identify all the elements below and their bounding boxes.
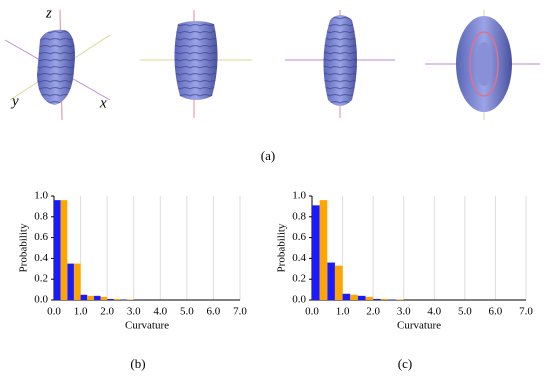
y-tick-label: 0.4 [34, 252, 48, 264]
render-4 [425, 10, 540, 120]
bar [380, 298, 389, 300]
y-axis-title: Probability [18, 223, 30, 272]
bar [373, 298, 381, 300]
y-tick-label: 0.0 [34, 294, 48, 306]
bar [54, 200, 61, 300]
y-axis-title: Probability [276, 223, 288, 272]
x-tick-label: 0.0 [47, 306, 61, 318]
x-tick-label: 3.0 [127, 306, 141, 318]
bar [388, 299, 397, 300]
caption: (c) [398, 356, 412, 371]
bar [87, 295, 94, 300]
x-tick-label: 6.0 [207, 306, 221, 318]
bar [319, 200, 328, 300]
x-tick-label: 3.0 [397, 306, 411, 318]
bar [365, 296, 374, 300]
y-tick-label: 0.6 [34, 231, 48, 243]
y-tick-label: 0.8 [34, 210, 48, 222]
y-tick-label: 0.8 [292, 210, 306, 222]
x-tick-label: 0.0 [305, 306, 319, 318]
x-tick-label: 4.0 [153, 306, 167, 318]
axis-letter: z [45, 5, 52, 21]
bar [334, 265, 343, 300]
bar [60, 200, 68, 300]
render-2 [140, 10, 252, 118]
bar [100, 296, 108, 300]
caption: (b) [130, 356, 145, 371]
x-tick-label: 1.0 [74, 306, 88, 318]
x-tick-label: 6.0 [489, 306, 503, 318]
bar [73, 263, 81, 300]
bar [342, 293, 351, 300]
y-tick-label: 0.4 [292, 252, 306, 264]
caption: (a) [261, 148, 275, 163]
bar [327, 262, 335, 300]
x-tick-label: 1.0 [336, 306, 350, 318]
x-tick-label: 7.0 [519, 306, 533, 318]
bar [67, 263, 74, 300]
x-tick-label: 2.0 [100, 306, 114, 318]
bar [113, 298, 121, 300]
x-tick-label: 5.0 [180, 306, 194, 318]
bar [93, 295, 101, 300]
y-tick-label: 0.2 [292, 273, 306, 285]
x-axis-title: Curvature [397, 320, 441, 332]
bar [80, 294, 88, 300]
axis-letter: x [99, 95, 107, 111]
bar [396, 299, 404, 300]
bar [120, 299, 128, 300]
y-tick-label: 0.6 [292, 231, 306, 243]
bar [312, 205, 320, 300]
render-3 [285, 10, 395, 118]
x-tick-label: 2.0 [366, 306, 380, 318]
y-tick-label: 1.0 [34, 190, 48, 202]
bar [107, 298, 114, 300]
axis-letter: y [10, 93, 19, 109]
y-tick-label: 0.2 [34, 273, 48, 285]
x-tick-label: 7.0 [233, 306, 247, 318]
x-axis-title: Curvature [125, 320, 169, 332]
x-tick-label: 5.0 [458, 306, 472, 318]
bar [127, 299, 134, 300]
x-tick-label: 4.0 [427, 306, 441, 318]
y-tick-label: 0.0 [292, 294, 306, 306]
bar [357, 295, 366, 300]
bar [350, 294, 358, 300]
render-1 [4, 9, 111, 121]
y-tick-label: 1.0 [292, 190, 306, 202]
